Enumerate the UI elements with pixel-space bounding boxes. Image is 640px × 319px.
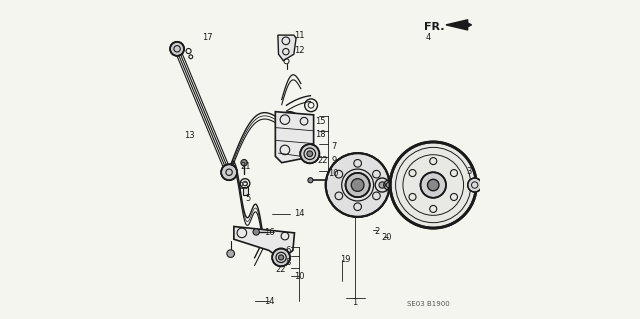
Circle shape [346,173,370,197]
Circle shape [468,178,482,192]
Text: 2: 2 [374,227,380,236]
Text: 5: 5 [246,194,251,203]
Polygon shape [234,226,294,257]
Circle shape [390,142,476,228]
Text: 4: 4 [426,33,431,42]
Polygon shape [278,35,296,61]
Circle shape [170,42,184,56]
Text: 22: 22 [317,156,328,165]
Circle shape [221,164,237,180]
Circle shape [241,160,247,166]
Circle shape [351,179,364,191]
Text: 21: 21 [241,162,252,171]
Bar [243,187,248,195]
Text: 15: 15 [315,117,325,126]
Text: 8: 8 [285,258,291,267]
Text: 20: 20 [381,233,392,242]
Text: 16: 16 [264,228,275,237]
Text: 6: 6 [285,246,291,255]
Text: SE03 B1900: SE03 B1900 [407,301,450,307]
Circle shape [326,153,390,217]
Text: 14: 14 [294,209,305,218]
Text: 10: 10 [328,169,339,178]
Text: 7: 7 [331,142,337,151]
Circle shape [272,249,290,266]
Circle shape [420,172,446,198]
Text: 19: 19 [340,256,350,264]
Circle shape [300,144,319,163]
Text: 22: 22 [276,265,286,274]
Text: 18: 18 [315,130,325,139]
Text: 17: 17 [202,33,213,42]
Text: 9: 9 [331,156,337,165]
Text: 14: 14 [264,297,274,306]
Circle shape [253,229,259,235]
Text: FR.: FR. [424,22,444,32]
Circle shape [308,178,313,183]
Circle shape [227,250,234,257]
Polygon shape [446,20,472,30]
Circle shape [307,151,313,157]
Text: 23: 23 [238,182,249,191]
Text: 13: 13 [184,131,195,140]
Text: 11: 11 [294,31,305,40]
Text: 3: 3 [467,167,472,176]
Circle shape [386,182,391,188]
Text: 10: 10 [294,272,305,281]
Text: 12: 12 [294,46,305,55]
Circle shape [379,182,385,188]
Circle shape [278,255,284,260]
Text: 1: 1 [353,298,358,307]
Circle shape [428,179,439,191]
Polygon shape [275,112,314,163]
